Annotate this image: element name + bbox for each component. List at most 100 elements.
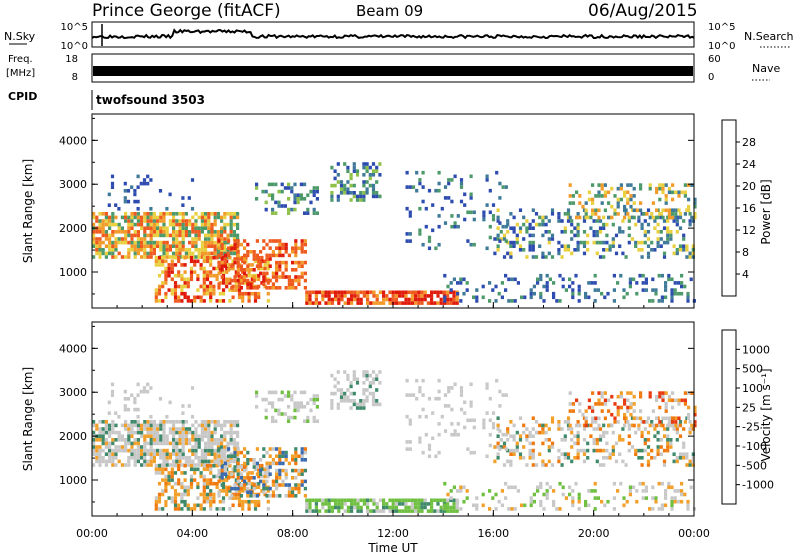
echo-cell (491, 217, 496, 222)
echo-cell (423, 505, 427, 510)
echo-cell (352, 391, 356, 396)
echo-cell (674, 398, 678, 403)
echo-cell (250, 273, 254, 278)
echo-cell (689, 277, 693, 282)
echo-cell (518, 452, 523, 456)
echo-cell (239, 257, 243, 261)
echo-cell (290, 189, 294, 194)
power-colorbar-label: Power [dB] (759, 179, 773, 244)
echo-cell (608, 248, 612, 252)
echo-cell (204, 248, 208, 252)
echo-cell (294, 450, 298, 455)
echo-cell (194, 463, 198, 467)
echo-cell (175, 212, 179, 216)
echo-cell (375, 502, 379, 506)
echo-cell (578, 423, 582, 428)
echo-cell (368, 373, 372, 378)
echo-cell (117, 438, 121, 442)
echo-cell (257, 291, 261, 296)
echo-cell (312, 394, 316, 398)
echo-cell (199, 266, 203, 271)
echo-cell (664, 288, 668, 292)
echo-cell (225, 284, 229, 289)
echo-cell (576, 456, 580, 460)
echo-cell (311, 301, 315, 305)
echo-cell (618, 226, 622, 230)
echo-cell (136, 459, 140, 464)
echo-cell (152, 459, 156, 464)
echo-cell (156, 233, 160, 238)
echo-cell (178, 430, 182, 435)
echo-cell (651, 277, 655, 282)
echo-cell (591, 420, 595, 424)
echo-cell (227, 253, 231, 258)
echo-cell (531, 463, 535, 467)
echo-cell (287, 182, 291, 187)
echo-cell (560, 452, 564, 456)
echo-cell (525, 219, 529, 223)
echo-cell (252, 458, 256, 462)
echo-cell (611, 244, 615, 248)
echo-cell (660, 507, 664, 511)
echo-cell (184, 219, 188, 223)
echo-cell (172, 230, 176, 234)
echo-cell (343, 301, 347, 305)
echo-cell (672, 427, 676, 431)
echo-cell (568, 201, 572, 205)
echo-cell (130, 212, 134, 216)
echo-cell (691, 456, 695, 460)
echo-cell (407, 290, 411, 295)
echo-cell (216, 459, 220, 464)
echo-cell (365, 187, 369, 191)
echo-cell (677, 402, 681, 406)
echo-cell (621, 427, 625, 431)
echo-cell (218, 474, 222, 479)
echo-cell (139, 389, 143, 394)
echo-cell (333, 169, 337, 173)
echo-cell (228, 281, 232, 285)
echo-cell (542, 507, 546, 511)
echo-cell (598, 219, 603, 223)
echo-cell (602, 463, 606, 467)
echo-cell (365, 169, 369, 173)
echo-cell (531, 452, 535, 456)
echo-cell (291, 278, 295, 283)
echo-cell (488, 432, 492, 437)
echo-cell (190, 178, 195, 182)
echo-cell (236, 450, 240, 455)
echo-cell (667, 423, 671, 428)
echo-cell (586, 240, 590, 245)
echo-cell (330, 509, 334, 513)
echo-cell (283, 186, 287, 190)
echo-cell (531, 226, 535, 230)
cpid-label: CPID (8, 90, 37, 103)
echo-cell (249, 490, 253, 494)
echo-cell (167, 481, 171, 486)
echo-cell (170, 288, 174, 292)
echo-cell (244, 499, 248, 504)
echo-cell (640, 255, 644, 259)
echo-cell (436, 290, 440, 295)
echo-cell (167, 288, 171, 292)
echo-cell (143, 212, 147, 216)
echo-cell (447, 386, 451, 390)
velocity-y-axis-label: Slant Range [km] (21, 367, 35, 471)
echo-cell (352, 194, 356, 199)
echo-cell (156, 222, 160, 227)
echo-cell (136, 215, 140, 220)
echo-cell (630, 445, 635, 449)
echo-cell (216, 244, 220, 248)
echo-cell (232, 445, 236, 449)
echo-cell (430, 301, 434, 305)
echo-cell (170, 270, 174, 274)
echo-cell (98, 244, 102, 248)
echo-cell (308, 301, 312, 305)
echo-cell (266, 467, 270, 472)
echo-cell (136, 448, 140, 453)
colorbar-tick-label: 12 (742, 224, 756, 237)
echo-cell (571, 288, 575, 292)
echo-cell (108, 226, 112, 230)
echo-cell (149, 222, 153, 227)
echo-cell (446, 509, 450, 513)
echo-cell (95, 215, 99, 220)
